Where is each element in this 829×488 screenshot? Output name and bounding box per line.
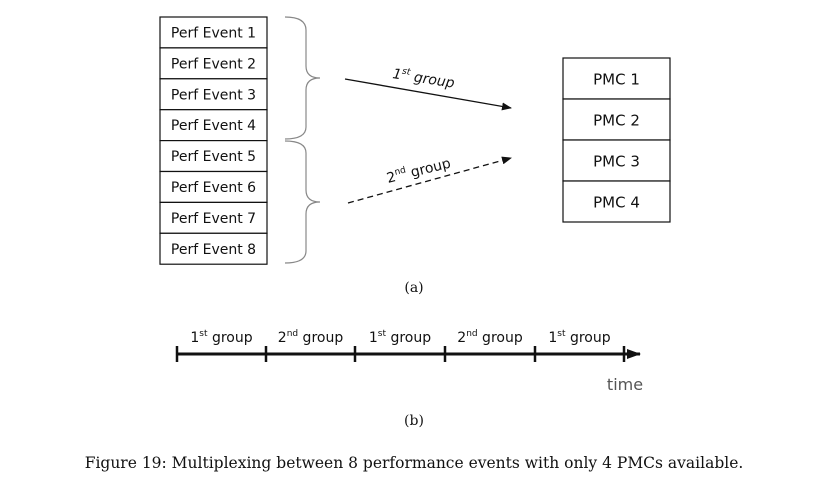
perf-event-box <box>159 16 268 49</box>
perf-event-box <box>159 47 268 80</box>
pmc-label: PMC 2 <box>593 112 640 130</box>
perf-event-list: Perf Event 1 Perf Event 2 Perf Event 3 Perf… <box>159 16 268 265</box>
figure-caption: Figure 19: Multiplexing between 8 perfor… <box>85 454 744 472</box>
timeline-segment-label: 1st group <box>548 329 610 346</box>
time-axis-label: time <box>607 375 643 394</box>
perf-event-label: Perf Event 6 <box>171 180 256 196</box>
group1-brace <box>284 16 321 140</box>
pmc-label: PMC 3 <box>593 153 640 171</box>
perf-event-label: Perf Event 1 <box>171 25 256 41</box>
perf-event-label: Perf Event 5 <box>171 149 256 165</box>
pmc-label: PMC 4 <box>593 194 640 212</box>
timeline-segment-label: 1st group <box>369 329 431 346</box>
perf-event-label: Perf Event 4 <box>171 118 256 134</box>
perf-event-label: Perf Event 2 <box>171 56 256 72</box>
perf-event-label: Perf Event 7 <box>171 211 256 227</box>
group1-arrow <box>344 78 512 111</box>
timeline-segment-label: 1st group <box>190 329 252 346</box>
pmc-box <box>562 180 671 223</box>
subfigure-b-label: (b) <box>404 413 424 429</box>
pmc-label: PMC 1 <box>593 71 640 89</box>
timeline-segment-label: 2nd group <box>278 329 344 346</box>
perf-event-box <box>159 232 268 265</box>
timeline-segment-label: 2nd group <box>457 329 523 346</box>
perf-event-label: Perf Event 8 <box>171 242 256 258</box>
subfigure-a-label: (a) <box>404 280 423 296</box>
group2-arrow <box>347 156 512 204</box>
group1-label: 1st group <box>391 65 456 92</box>
group2-label: 2nd group <box>385 155 453 187</box>
pmc-box <box>562 57 671 100</box>
pmc-box <box>562 139 671 182</box>
group2-brace <box>284 140 321 264</box>
pmc-list: PMC 1 PMC 2 PMC 3 PMC 4 <box>562 57 671 223</box>
perf-event-label: Perf Event 3 <box>171 87 256 103</box>
perf-event-box <box>159 109 268 142</box>
timeline: 1st group 2nd group 1st group 2nd group 1st … <box>175 329 641 362</box>
perf-event-box <box>159 170 268 203</box>
